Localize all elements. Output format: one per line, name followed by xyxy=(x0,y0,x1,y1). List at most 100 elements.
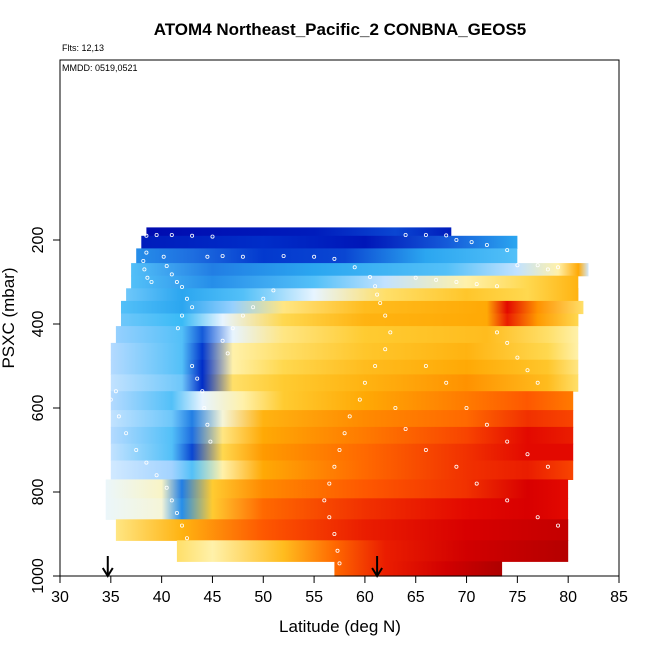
flight-point xyxy=(205,422,210,427)
flight-point xyxy=(179,284,184,289)
flight-point xyxy=(474,282,479,287)
flight-point xyxy=(134,447,139,452)
flight-point xyxy=(423,447,428,452)
flight-point xyxy=(367,274,372,279)
x-tick-label: 45 xyxy=(204,589,222,606)
flight-point xyxy=(556,265,561,270)
flight-point xyxy=(474,481,479,486)
x-tick-label: 40 xyxy=(153,589,171,606)
heatmap-row xyxy=(110,426,574,445)
heatmap-row xyxy=(121,313,579,327)
flight-point xyxy=(505,248,510,253)
flight-point xyxy=(535,515,540,520)
flight-point xyxy=(383,313,388,318)
flight-point xyxy=(208,439,213,444)
flight-point xyxy=(337,561,342,566)
heatmap-row xyxy=(105,498,569,520)
x-tick-label: 35 xyxy=(102,589,120,606)
heatmap-row xyxy=(110,342,579,361)
flight-point xyxy=(220,338,225,343)
flight-point xyxy=(347,414,352,419)
flight-point xyxy=(190,305,195,310)
flight-point xyxy=(154,232,159,237)
flight-point xyxy=(179,523,184,528)
flight-point xyxy=(190,233,195,238)
flight-point xyxy=(240,254,245,259)
flight-point xyxy=(505,340,510,345)
flight-point xyxy=(144,233,149,238)
flight-point xyxy=(169,272,174,277)
flight-point xyxy=(179,313,184,318)
flight-point xyxy=(388,330,393,335)
flight-point xyxy=(332,256,337,261)
flight-point xyxy=(556,523,561,528)
heatmap-row xyxy=(176,540,569,562)
flight-point xyxy=(454,464,459,469)
flight-point xyxy=(141,258,146,263)
flight-point xyxy=(515,355,520,360)
flight-point xyxy=(335,548,340,553)
flight-point xyxy=(373,284,378,289)
flight-point xyxy=(383,347,388,352)
flight-point xyxy=(413,275,418,280)
flight-point xyxy=(342,431,347,436)
flight-point xyxy=(240,313,245,318)
flight-point xyxy=(332,464,337,469)
x-axis-label: Latitude (deg N) xyxy=(279,617,401,636)
heatmap-row xyxy=(115,326,579,344)
flight-point xyxy=(373,363,378,368)
flight-point xyxy=(545,267,550,272)
flight-point xyxy=(205,254,210,259)
y-tick-label: 800 xyxy=(30,479,47,506)
flight-point xyxy=(124,431,129,436)
flight-point xyxy=(116,414,121,419)
flight-point xyxy=(545,464,550,469)
heatmap-row xyxy=(131,275,579,289)
date-annotation: MMDD: 0519,0521 xyxy=(62,63,138,73)
flight-point xyxy=(327,481,332,486)
flight-point xyxy=(145,275,150,280)
x-tick-label: 75 xyxy=(508,589,526,606)
heatmap-row xyxy=(110,460,574,480)
flight-point xyxy=(362,380,367,385)
heatmap-row xyxy=(146,227,452,237)
x-tick-label: 55 xyxy=(305,589,323,606)
flight-point xyxy=(484,242,489,247)
x-tick-label: 50 xyxy=(254,589,272,606)
flight-point xyxy=(469,240,474,245)
flight-point xyxy=(535,380,540,385)
heatmap-row xyxy=(126,288,579,302)
flight-point xyxy=(108,397,113,402)
flight-point xyxy=(403,426,408,431)
flight-point xyxy=(142,267,147,272)
x-tick-label: 60 xyxy=(356,589,374,606)
flight-point xyxy=(174,279,179,284)
flight-point xyxy=(169,498,174,503)
y-tick-label: 400 xyxy=(30,311,47,338)
axes-layer: 30 35 40 45 50 55 60 65 70 75 80 85 200 400 600 800 1000 xyxy=(30,227,628,606)
flight-point xyxy=(144,460,149,465)
flight-point xyxy=(144,250,149,255)
x-tick-label: 85 xyxy=(610,589,628,606)
flight-point xyxy=(403,232,408,237)
flight-point xyxy=(195,376,200,381)
flight-point xyxy=(393,405,398,410)
flight-point xyxy=(505,439,510,444)
heatmap-row xyxy=(131,263,589,277)
flight-point xyxy=(525,368,530,373)
flight-point xyxy=(210,234,215,239)
x-tick-label: 80 xyxy=(559,589,577,606)
heatmap-row xyxy=(110,410,574,428)
heatmap-row xyxy=(121,300,584,315)
flight-point xyxy=(337,447,342,452)
flight-point xyxy=(535,263,540,268)
flight-point xyxy=(230,326,235,331)
flight-point xyxy=(251,305,256,310)
flight-point xyxy=(454,237,459,242)
flight-point xyxy=(202,405,207,410)
flight-point xyxy=(113,389,118,394)
flight-point xyxy=(454,279,459,284)
flight-point xyxy=(261,296,266,301)
heatmap-row xyxy=(105,479,569,499)
